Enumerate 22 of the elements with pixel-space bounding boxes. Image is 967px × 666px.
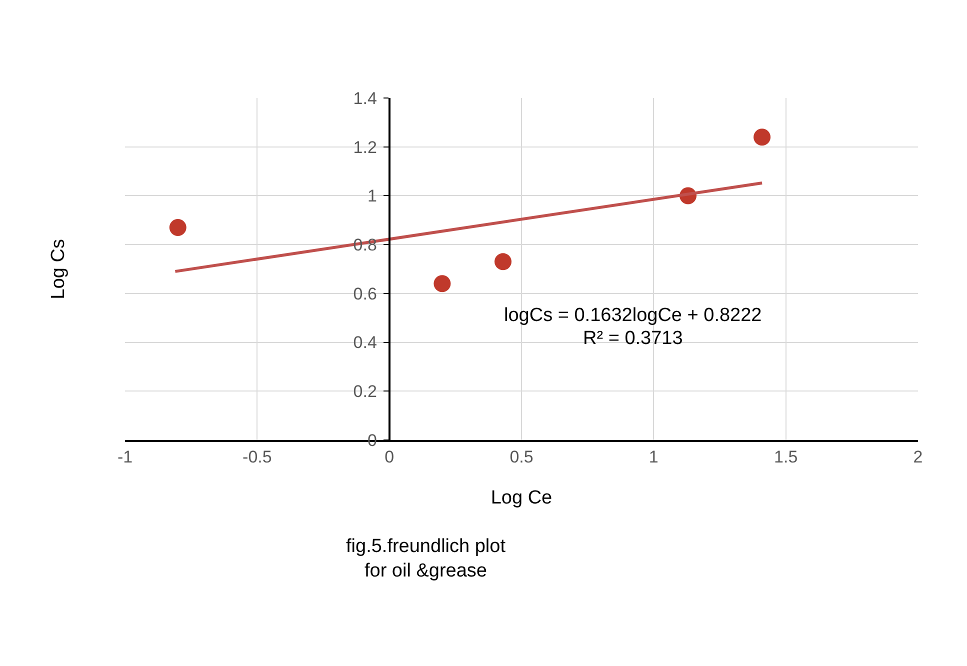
caption: fig.5.freundlich plot for oil &grease [346,536,506,582]
y-tick-label: 1.4 [353,88,377,108]
annotation: logCs = 0.1632logCe + 0.8222 [504,305,762,326]
x-tick-label: -1 [117,447,133,466]
x-tick-label: -0.5 [242,447,272,466]
y-tick-label: 0.4 [353,333,377,352]
annotation: R² = 0.3713 [583,328,683,349]
x-tick-label: 0 [384,447,394,466]
x-tick-label: 1.5 [774,447,798,466]
x-tick-label: 0.5 [510,447,534,466]
x-tick-label: 1 [648,447,658,466]
y-axis-title: Log Cs [48,238,70,300]
y-tick-label: 0.2 [353,382,377,402]
y-tick-label: 0.6 [353,284,377,304]
point [169,218,186,236]
y-tick-label: 1 [367,186,377,206]
x-axis-title: Log Ce [490,488,552,509]
y-tick-label: 1.2 [353,138,377,157]
point [434,275,451,292]
x-tick-label: 2 [913,447,923,466]
point [754,128,771,146]
point [494,253,512,270]
